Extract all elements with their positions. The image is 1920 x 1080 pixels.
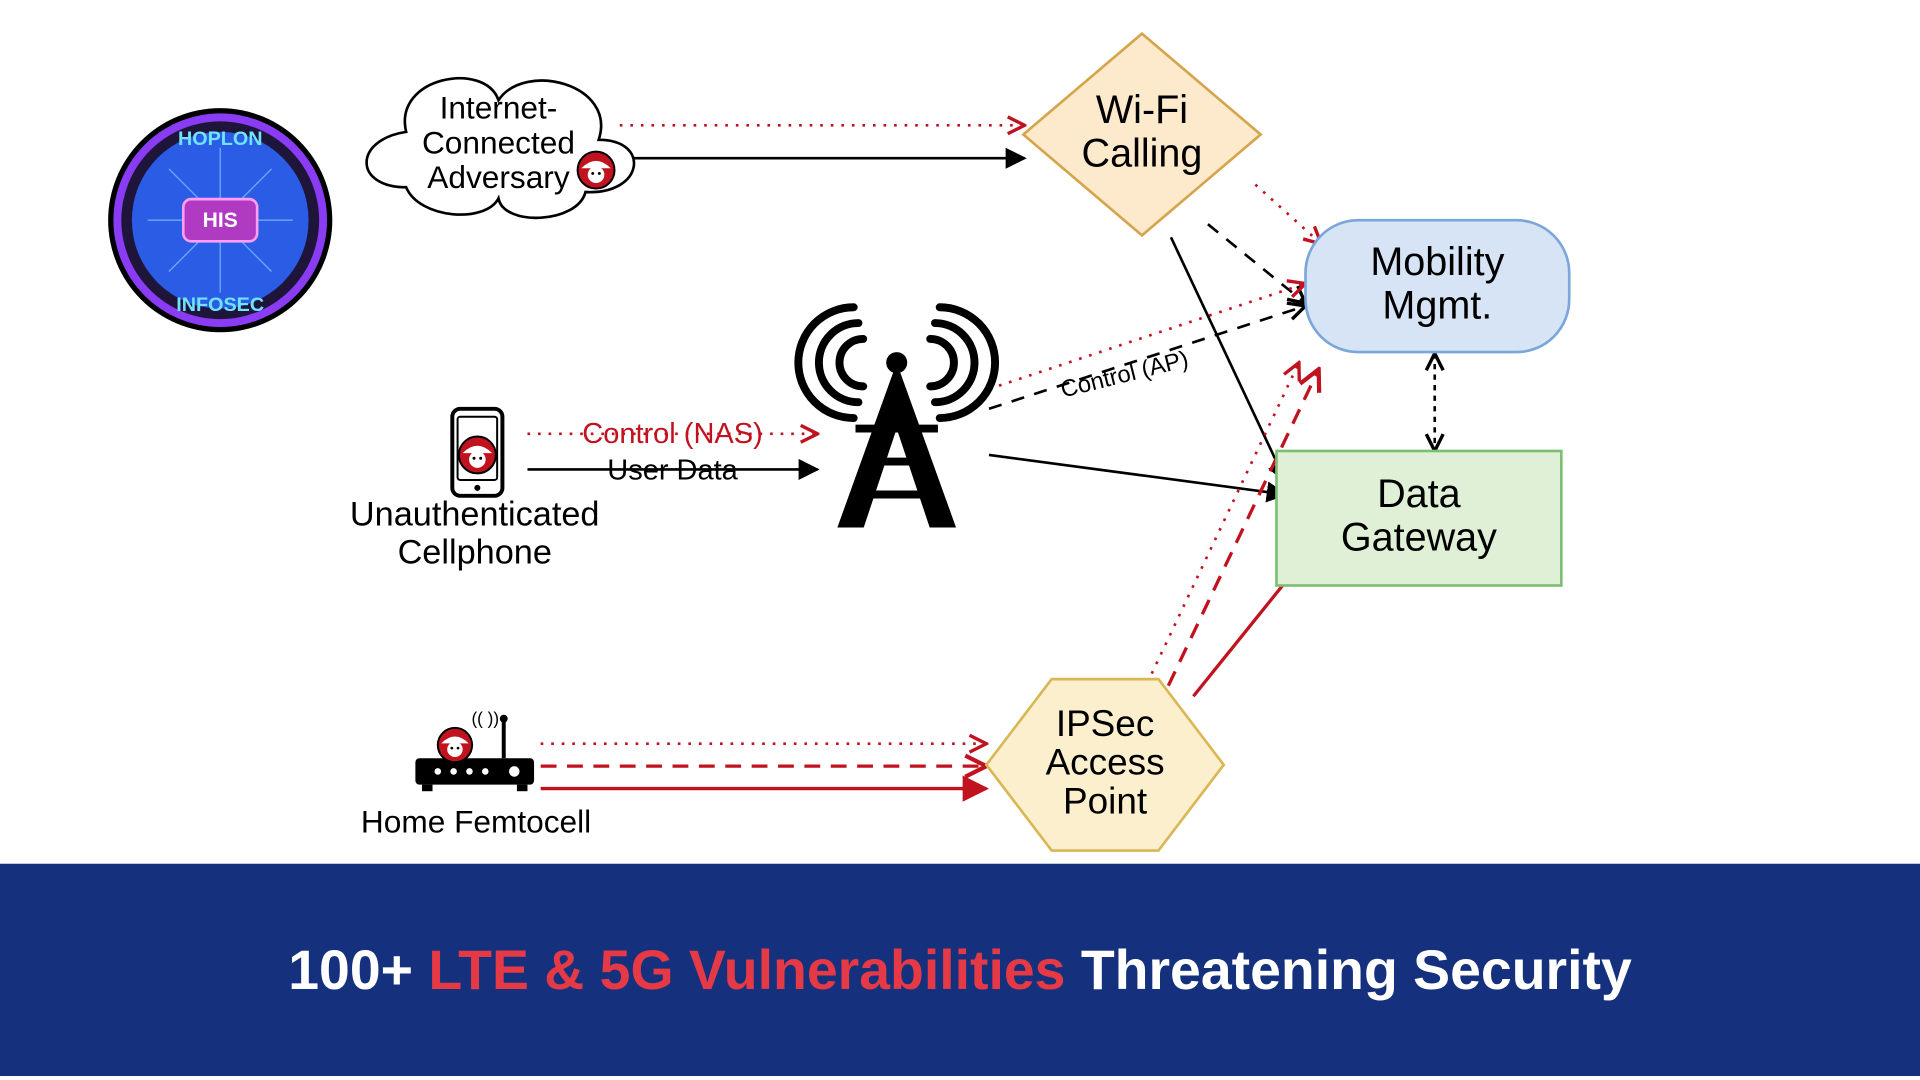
title-banner: 100+ LTE & 5G Vulnerabilities Threatenin…	[0, 864, 1920, 1076]
svg-text:Adversary: Adversary	[427, 159, 570, 195]
svg-text:IPSec: IPSec	[1056, 703, 1154, 744]
svg-text:Access: Access	[1046, 742, 1165, 783]
svg-text:Unauthenticated: Unauthenticated	[350, 496, 600, 534]
svg-text:Data: Data	[1377, 472, 1461, 516]
svg-text:HOPLON: HOPLON	[178, 128, 263, 150]
svg-text:User Data: User Data	[607, 455, 738, 487]
svg-text:Point: Point	[1063, 780, 1147, 821]
svg-text:(( )): (( ))	[471, 709, 499, 729]
svg-text:Control (AP): Control (AP)	[1058, 347, 1191, 404]
svg-text:Connected: Connected	[422, 124, 575, 160]
svg-text:Internet-: Internet-	[440, 90, 558, 126]
svg-text:HIS: HIS	[203, 209, 238, 232]
svg-text:INFOSEC: INFOSEC	[176, 294, 264, 316]
svg-text:Gateway: Gateway	[1341, 515, 1497, 559]
svg-text:Control (NAS): Control (NAS)	[582, 418, 763, 450]
svg-text:Mgmt.: Mgmt.	[1382, 283, 1492, 327]
svg-text:Mobility: Mobility	[1370, 240, 1504, 284]
svg-text:Cellphone: Cellphone	[398, 533, 552, 571]
svg-text:Calling: Calling	[1082, 132, 1203, 176]
svg-text:Home Femtocell: Home Femtocell	[361, 804, 591, 840]
svg-text:Wi-Fi: Wi-Fi	[1096, 88, 1188, 132]
